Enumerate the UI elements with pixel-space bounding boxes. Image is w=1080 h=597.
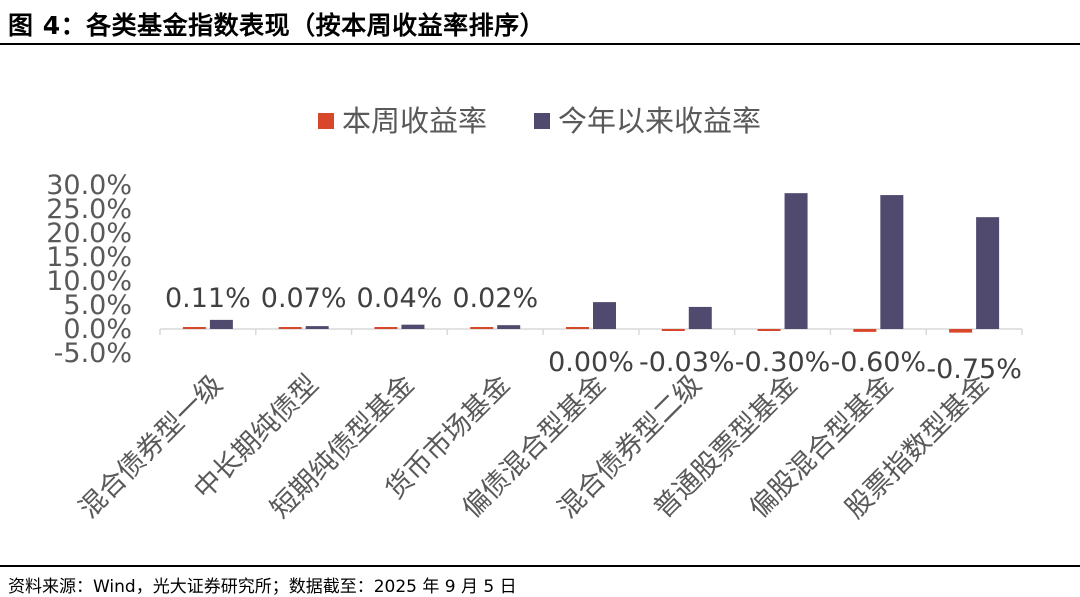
title-rule <box>0 43 1080 45</box>
bar-ytd <box>209 319 233 329</box>
bar-weekly <box>757 329 781 331</box>
bar-weekly <box>853 329 877 332</box>
data-label: -0.03% <box>639 347 735 378</box>
bar-chart: 本周收益率 今年以来收益率 30.0%25.0%20.0%15.0%10.0%5.0… <box>46 104 1023 525</box>
y-tick-label: -5.0% <box>54 338 132 369</box>
data-label: 0.04% <box>357 283 443 314</box>
bar-ytd <box>976 217 1000 329</box>
y-tick-label: 20.0% <box>46 218 132 249</box>
bar-weekly <box>949 329 973 333</box>
bar-weekly <box>374 327 398 329</box>
bar-weekly <box>470 327 494 329</box>
y-tick-label: 30.0% <box>46 170 132 201</box>
bar-ytd <box>784 193 808 329</box>
bar-ytd <box>305 326 329 329</box>
data-label: -0.30% <box>735 347 831 378</box>
y-tick-label: 25.0% <box>46 194 132 225</box>
bar-weekly <box>182 327 206 329</box>
bar-ytd <box>880 195 904 329</box>
bar-weekly <box>278 327 302 329</box>
y-tick-label: 10.0% <box>46 266 132 297</box>
y-tick-label: 5.0% <box>63 290 132 321</box>
bar-weekly <box>661 329 685 331</box>
data-label: -0.75% <box>926 354 1022 385</box>
data-label: 0.00% <box>548 347 634 378</box>
bar-ytd <box>688 306 712 329</box>
bar-ytd <box>401 324 425 329</box>
legend: 本周收益率 今年以来收益率 <box>318 104 761 138</box>
legend-swatch-2 <box>534 113 550 129</box>
data-label: 0.11% <box>165 283 251 314</box>
legend-label-2: 今年以来收益率 <box>558 104 761 138</box>
data-label: -0.60% <box>831 347 927 378</box>
figure-title: 图 4：各类基金指数表现（按本周收益率排序） <box>8 11 546 40</box>
legend-label-1: 本周收益率 <box>342 104 487 138</box>
data-label: 0.02% <box>452 283 538 314</box>
data-label: 0.07% <box>261 283 347 314</box>
bar-weekly <box>566 327 589 329</box>
legend-swatch-1 <box>318 113 334 129</box>
bar-ytd <box>497 325 521 329</box>
y-tick-label: 0.0% <box>63 314 132 345</box>
footer-rule <box>0 565 1080 567</box>
source-note: 资料来源：Wind，光大证券研究所；数据截至：2025 年 9 月 5 日 <box>8 577 517 597</box>
y-tick-label: 15.0% <box>46 242 132 273</box>
bar-ytd <box>593 302 616 329</box>
